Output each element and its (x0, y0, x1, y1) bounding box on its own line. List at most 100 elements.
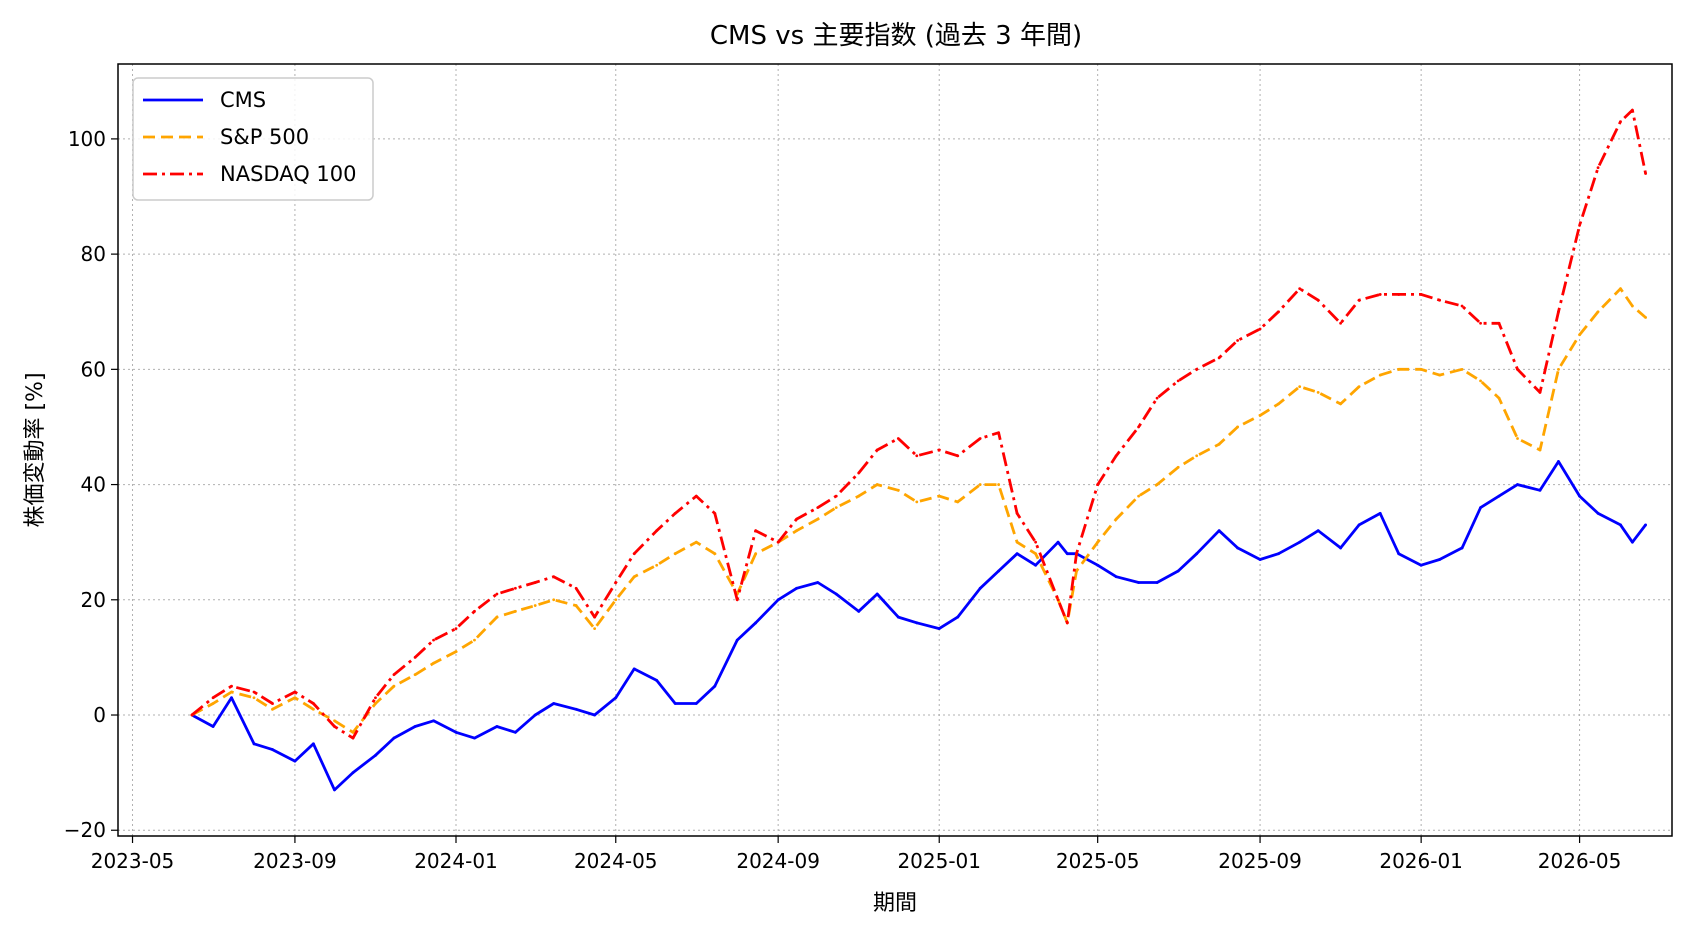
data-point (333, 788, 336, 792)
x-tick-label: 2024-05 (574, 849, 658, 873)
data-point (252, 690, 256, 694)
data-point (1538, 488, 1542, 492)
data-point (1114, 575, 1118, 579)
legend-label-s-p-500: S&P 500 (220, 125, 309, 149)
data-point (1316, 390, 1320, 394)
data-point (614, 598, 618, 602)
data-point (1578, 223, 1581, 227)
x-tick-label: 2026-01 (1379, 849, 1463, 873)
data-point (593, 615, 597, 619)
data-point (632, 552, 636, 556)
data-point (956, 454, 960, 458)
data-point (1644, 523, 1647, 527)
data-point (937, 627, 941, 630)
data-point (795, 586, 799, 590)
data-point (997, 569, 1001, 573)
data-point (1155, 396, 1159, 400)
x-tick-label: 2026-05 (1538, 849, 1622, 873)
data-point (351, 736, 355, 740)
data-point (1644, 316, 1647, 319)
data-point (230, 696, 233, 700)
data-point (915, 621, 919, 625)
data-point (1479, 379, 1482, 383)
data-point (1630, 108, 1634, 112)
data-point (1479, 506, 1482, 510)
data-point (432, 661, 435, 665)
data-point (1596, 166, 1600, 170)
data-point (1397, 293, 1401, 296)
data-point (514, 609, 517, 613)
data-point (454, 627, 458, 630)
data-point (1015, 540, 1019, 544)
x-tick-label: 2023-05 (91, 849, 175, 873)
data-point (574, 707, 578, 711)
data-point (495, 725, 499, 728)
data-point (816, 517, 820, 521)
legend-label-cms: CMS (220, 88, 266, 112)
data-point (1516, 483, 1519, 486)
data-point (875, 448, 879, 452)
gridlines (118, 64, 1672, 836)
data-point (1644, 172, 1647, 175)
chart-title: CMS vs 主要指数 (過去 3 年間) (710, 21, 1082, 51)
data-point (392, 684, 396, 688)
data-point (1497, 396, 1501, 400)
data-point (1497, 321, 1501, 325)
data-point (514, 730, 517, 734)
data-point (1195, 552, 1199, 556)
data-point (312, 742, 315, 746)
series-lines (190, 108, 1647, 792)
data-point (293, 759, 297, 763)
data-point (1460, 367, 1464, 371)
data-point (776, 598, 780, 602)
data-point (293, 690, 297, 694)
data-point (1277, 552, 1280, 556)
data-point (1419, 367, 1423, 371)
data-point (533, 581, 537, 584)
data-point (190, 713, 194, 717)
y-tick-label: 100 (68, 127, 106, 151)
x-tick-label: 2023-09 (253, 849, 337, 873)
data-point (1298, 540, 1302, 544)
data-point (1630, 540, 1634, 544)
data-point (896, 488, 900, 492)
data-point (1114, 454, 1118, 458)
data-point (713, 684, 717, 688)
data-point (713, 552, 717, 556)
data-point (896, 615, 900, 619)
data-point (533, 604, 537, 607)
data-point (754, 529, 758, 533)
data-point (574, 604, 578, 607)
data-point (1137, 425, 1140, 429)
data-point (834, 494, 838, 498)
data-point (1438, 298, 1442, 302)
data-point (593, 627, 597, 630)
data-point (374, 702, 377, 705)
data-point (1357, 385, 1361, 389)
data-point (271, 702, 274, 705)
data-point (413, 725, 417, 728)
data-point (593, 713, 597, 717)
data-point (875, 592, 879, 596)
data-point (1357, 298, 1361, 302)
data-point (432, 638, 435, 642)
data-point (1619, 120, 1622, 124)
data-point (230, 690, 233, 694)
data-point (1630, 304, 1634, 308)
x-tick-label: 2025-09 (1218, 849, 1302, 873)
data-point (1619, 287, 1622, 291)
data-point (1176, 465, 1180, 469)
data-point (1397, 552, 1401, 556)
data-point (1034, 540, 1038, 544)
data-point (673, 552, 677, 556)
data-point (392, 673, 396, 677)
data-point (655, 679, 659, 682)
data-point (1114, 517, 1118, 521)
data-point (655, 529, 659, 533)
data-point (1258, 558, 1262, 561)
x-tick-label: 2024-01 (414, 849, 498, 873)
data-point (1557, 460, 1560, 463)
data-point (816, 581, 820, 584)
data-point (978, 483, 982, 486)
data-point (956, 615, 960, 619)
